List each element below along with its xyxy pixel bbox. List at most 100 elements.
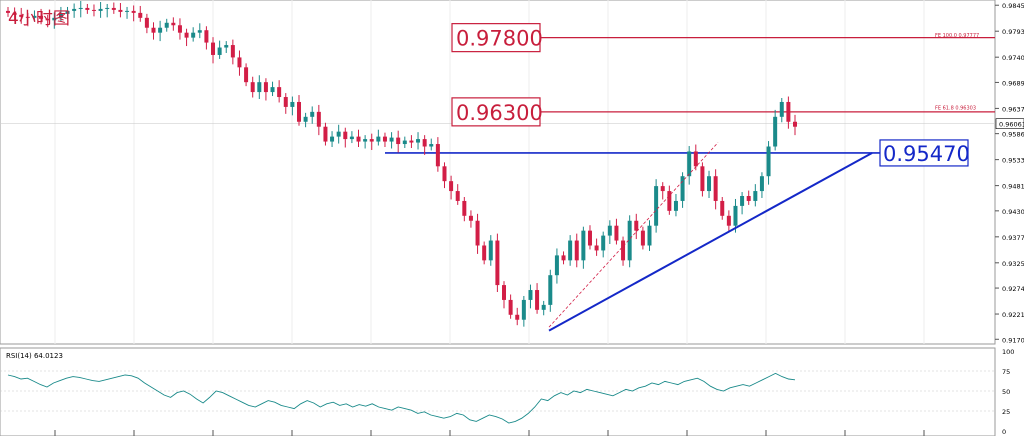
candle	[561, 251, 566, 265]
candle	[786, 96, 791, 129]
candle	[19, 7, 24, 24]
candle	[151, 22, 156, 40]
rsi-tick-label: 50	[1002, 388, 1010, 396]
candle	[349, 131, 354, 144]
candle	[171, 17, 176, 31]
candle	[263, 78, 268, 101]
candle	[773, 109, 778, 151]
rsi-tick-label: 100	[1002, 348, 1014, 356]
candle	[568, 235, 573, 266]
candle	[158, 20, 163, 42]
candle	[475, 213, 480, 254]
trendline-group	[548, 142, 873, 332]
candle	[700, 162, 705, 197]
candle	[224, 41, 229, 53]
candle	[336, 124, 341, 144]
candle	[65, 6, 70, 20]
candle	[793, 114, 797, 136]
candle	[211, 37, 216, 64]
candle	[204, 26, 209, 50]
level-box-support	[879, 139, 969, 167]
grid	[0, 0, 995, 436]
candle	[45, 14, 50, 28]
candle	[237, 50, 242, 76]
candle	[647, 220, 652, 251]
trendline	[548, 152, 873, 332]
candle	[72, 3, 77, 18]
price-tick-label: 0.96895	[1002, 79, 1024, 87]
candle	[574, 233, 579, 268]
candle	[660, 182, 665, 200]
candle	[270, 81, 275, 97]
candle	[25, 12, 30, 27]
candle	[508, 294, 513, 319]
candle	[250, 76, 255, 98]
candle	[640, 226, 645, 250]
price-tick-label: 0.98455	[1002, 2, 1024, 10]
candle	[244, 63, 249, 87]
fib-label: FE 61.8 0.96303	[935, 106, 976, 112]
rsi-tick-label: 25	[1002, 408, 1010, 416]
candle	[707, 170, 712, 198]
candle	[323, 122, 328, 146]
candle	[766, 141, 771, 185]
candle	[673, 194, 678, 217]
candle	[303, 112, 308, 128]
rsi-group: 100 75 50 25 0	[0, 348, 1014, 436]
candle	[191, 27, 196, 42]
candles	[6, 1, 797, 327]
candle	[713, 169, 718, 210]
current-price-box	[995, 118, 1024, 129]
level-box-resistance-mid	[451, 97, 541, 127]
price-tick-label: 0.92215	[1002, 311, 1024, 319]
candle	[462, 196, 467, 222]
candle	[627, 215, 632, 268]
candle	[197, 23, 202, 39]
candle	[356, 129, 361, 148]
candle	[111, 2, 116, 14]
candle	[515, 307, 520, 326]
candle	[164, 18, 169, 32]
candle	[601, 231, 606, 258]
candle	[389, 132, 394, 149]
candle	[58, 6, 63, 22]
candle	[402, 136, 407, 148]
candle	[720, 196, 725, 220]
rsi-tick-label: 75	[1002, 368, 1010, 376]
candle	[680, 172, 685, 208]
candle	[184, 28, 189, 47]
candle	[521, 295, 526, 327]
candle	[621, 236, 626, 266]
chart-title: 4小时图	[8, 9, 70, 29]
candle	[409, 135, 414, 148]
candle	[634, 213, 639, 240]
candle	[746, 190, 751, 205]
candle	[587, 225, 592, 250]
candle	[495, 233, 500, 293]
candle	[290, 96, 295, 116]
candle	[502, 281, 507, 309]
candle	[541, 300, 546, 316]
candle	[614, 218, 619, 245]
candle	[118, 2, 123, 18]
candle	[468, 210, 473, 228]
candle	[753, 184, 758, 207]
candle	[343, 127, 348, 148]
candle	[528, 284, 533, 309]
candle	[396, 130, 401, 153]
candle	[482, 241, 487, 265]
candle	[125, 6, 130, 19]
candle	[177, 18, 182, 40]
candle	[91, 4, 96, 17]
level-label-resistance-high: 0.97800	[456, 27, 543, 51]
candle	[422, 135, 427, 155]
candle	[369, 133, 374, 150]
candle	[257, 75, 262, 100]
